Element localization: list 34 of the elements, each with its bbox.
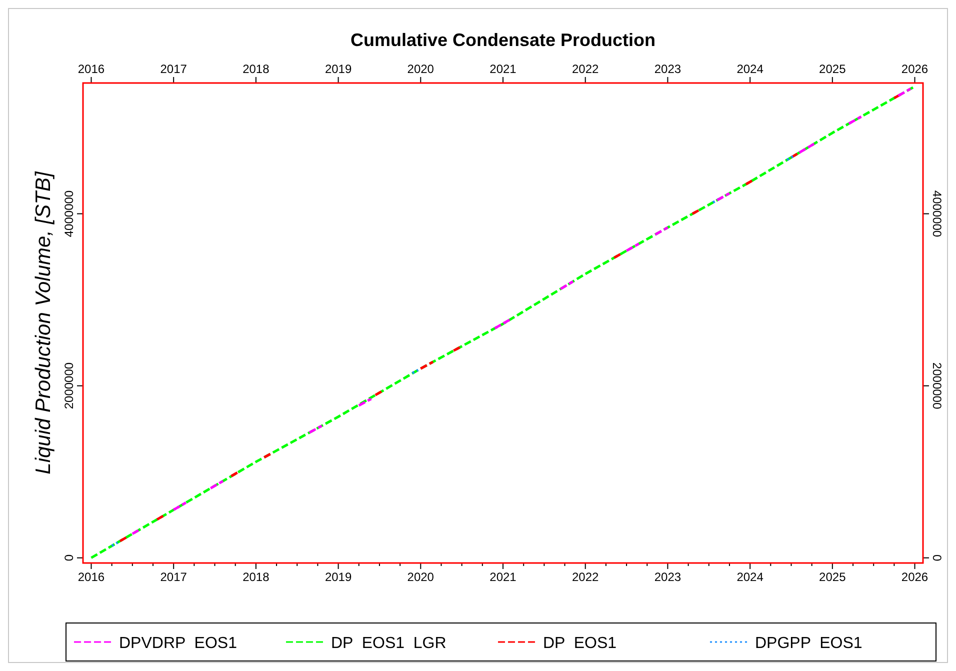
x-tick-label: 2025 [819,570,846,584]
x-tick-label: 2021 [490,570,517,584]
x2-tick-label: 2021 [490,62,517,76]
x-tick-label: 2024 [736,570,764,584]
x-tick-label: 2018 [242,570,270,584]
y-tick-label: 2000000 [62,362,76,410]
y2-tick-label: 4000000 [930,190,944,238]
x-tick-label: 2022 [572,570,600,584]
legend-label: DP EOS1 LGR [331,635,446,652]
x2-tick-label: 2022 [572,62,600,76]
y-tick-label: 0 [62,554,76,562]
x-tick-label: 2026 [901,570,928,584]
x2-tick-label: 2020 [407,62,434,76]
legend-label: DPVDRP EOS1 [119,635,238,652]
x-tick-label: 2023 [654,570,682,584]
chart-title: Cumulative Condensate Production [350,30,656,50]
y2-tick-label: 0 [930,554,944,562]
x2-tick-label: 2019 [324,62,352,76]
y2-tick-label: 2000000 [930,362,944,410]
x-tick-label: 2017 [160,570,188,584]
x2-tick-label: 2025 [819,62,846,76]
y-tick-label: 4000000 [62,190,76,238]
x-tick-label: 2020 [407,570,434,584]
x2-tick-label: 2016 [78,62,105,76]
y-axis-title: Liquid Production Volume, [STB] [32,170,55,474]
x2-tick-label: 2024 [736,62,764,76]
x2-tick-label: 2017 [160,62,188,76]
legend-label: DP EOS1 [543,635,617,652]
x2-tick-label: 2018 [242,62,270,76]
legend-label: DPGPP EOS1 [755,635,862,652]
x2-tick-label: 2026 [901,62,928,76]
x2-tick-label: 2023 [654,62,682,76]
x-tick-label: 2019 [324,570,352,584]
x-tick-label: 2016 [78,570,105,584]
